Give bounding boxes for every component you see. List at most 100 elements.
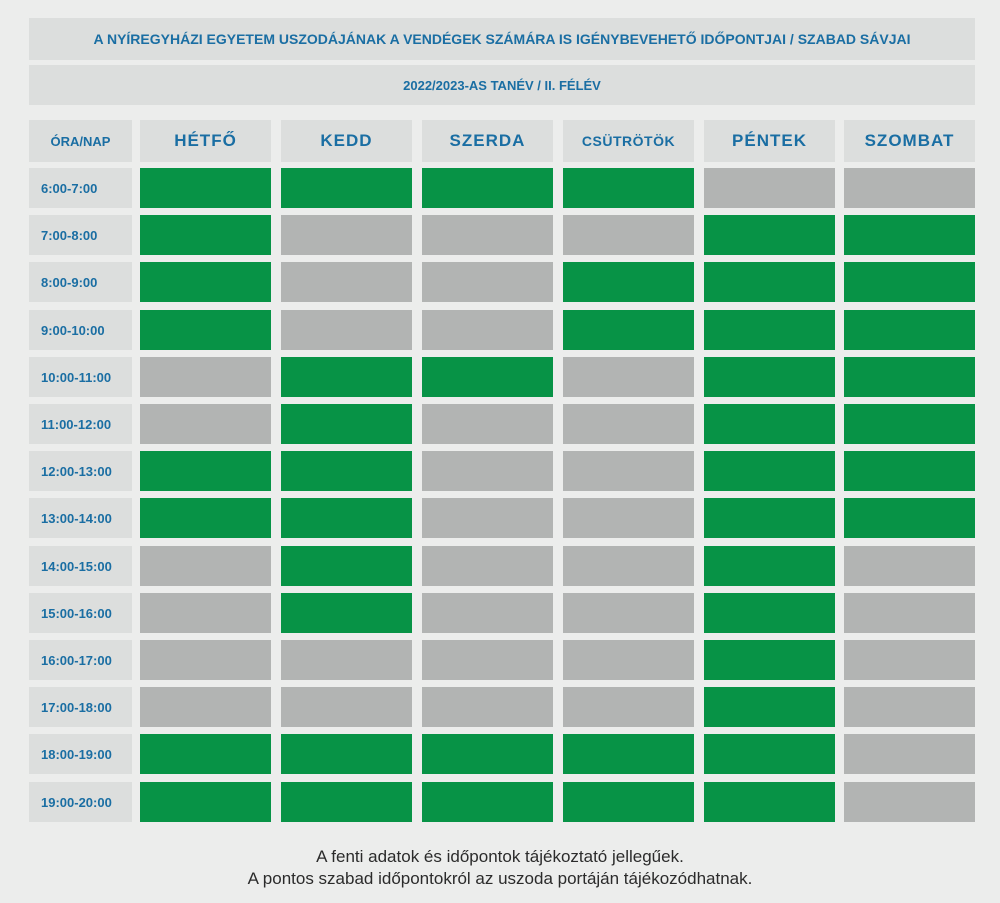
slot-free — [140, 498, 271, 538]
slot-free — [563, 782, 694, 822]
slot-unavailable — [281, 640, 412, 680]
day-header-5: PÉNTEK — [704, 120, 835, 162]
slot-free — [704, 215, 835, 255]
slot-unavailable — [844, 593, 975, 633]
day-header-2: KEDD — [281, 120, 412, 162]
slot-unavailable — [844, 546, 975, 586]
slot-unavailable — [422, 687, 553, 727]
slot-unavailable — [563, 640, 694, 680]
time-slot-label: 15:00-16:00 — [29, 593, 132, 633]
slot-free — [704, 498, 835, 538]
slot-free — [281, 357, 412, 397]
time-slot-label: 7:00-8:00 — [29, 215, 132, 255]
slot-unavailable — [281, 215, 412, 255]
slot-unavailable — [704, 168, 835, 208]
slot-unavailable — [422, 451, 553, 491]
slot-free — [140, 168, 271, 208]
day-header-4: CSÜTRÖTÖK — [563, 120, 694, 162]
slot-free — [422, 782, 553, 822]
slot-unavailable — [281, 687, 412, 727]
time-slot-label: 14:00-15:00 — [29, 546, 132, 586]
slot-unavailable — [563, 593, 694, 633]
slot-unavailable — [422, 262, 553, 302]
slot-free — [563, 168, 694, 208]
slot-unavailable — [422, 498, 553, 538]
time-slot-label: 9:00-10:00 — [29, 310, 132, 350]
slot-free — [140, 782, 271, 822]
slot-free — [704, 593, 835, 633]
slot-free — [704, 404, 835, 444]
slot-unavailable — [422, 215, 553, 255]
time-slot-label: 11:00-12:00 — [29, 404, 132, 444]
slot-free — [844, 498, 975, 538]
slot-free — [704, 782, 835, 822]
slot-free — [844, 404, 975, 444]
slot-free — [281, 782, 412, 822]
slot-free — [704, 451, 835, 491]
time-slot-label: 10:00-11:00 — [29, 357, 132, 397]
slot-unavailable — [140, 640, 271, 680]
corner-header: ÓRA/NAP — [29, 120, 132, 162]
slot-free — [704, 546, 835, 586]
slot-free — [140, 215, 271, 255]
slot-free — [704, 310, 835, 350]
slot-unavailable — [563, 357, 694, 397]
slot-free — [844, 215, 975, 255]
time-slot-label: 12:00-13:00 — [29, 451, 132, 491]
slot-unavailable — [563, 215, 694, 255]
slot-free — [844, 310, 975, 350]
footer-note: A fenti adatok és időpontok tájékoztató … — [0, 846, 1000, 890]
slot-free — [704, 262, 835, 302]
slot-free — [844, 262, 975, 302]
slot-free — [140, 262, 271, 302]
slot-free — [704, 640, 835, 680]
slot-unavailable — [422, 546, 553, 586]
slot-unavailable — [563, 498, 694, 538]
slot-unavailable — [140, 546, 271, 586]
time-slot-label: 16:00-17:00 — [29, 640, 132, 680]
slot-free — [281, 404, 412, 444]
page-subtitle: 2022/2023-AS TANÉV / II. FÉLÉV — [29, 65, 975, 105]
schedule-grid: ÓRA/NAP HÉTFŐ KEDD SZERDA CSÜTRÖTÖK PÉNTEK SZ… — [29, 120, 975, 826]
slot-free — [563, 734, 694, 774]
day-header-3: SZERDA — [422, 120, 553, 162]
slot-unavailable — [563, 546, 694, 586]
slot-unavailable — [563, 687, 694, 727]
slot-unavailable — [844, 640, 975, 680]
slot-free — [422, 168, 553, 208]
footer-line-2: A pontos szabad időpontokról az uszoda p… — [247, 869, 753, 888]
slot-unavailable — [844, 734, 975, 774]
slot-free — [844, 357, 975, 397]
time-slot-label: 8:00-9:00 — [29, 262, 132, 302]
slot-unavailable — [140, 404, 271, 444]
slot-free — [140, 310, 271, 350]
slot-free — [704, 357, 835, 397]
slot-unavailable — [422, 593, 553, 633]
time-slot-label: 19:00-20:00 — [29, 782, 132, 822]
slot-unavailable — [140, 593, 271, 633]
slot-unavailable — [140, 687, 271, 727]
day-header-1: HÉTFŐ — [140, 120, 271, 162]
slot-unavailable — [844, 168, 975, 208]
slot-unavailable — [422, 640, 553, 680]
slot-unavailable — [563, 451, 694, 491]
slot-unavailable — [140, 357, 271, 397]
slot-free — [563, 310, 694, 350]
slot-free — [563, 262, 694, 302]
slot-free — [281, 168, 412, 208]
page-title: A NYÍREGYHÁZI EGYETEM USZODÁJÁNAK A VEND… — [29, 18, 975, 60]
slot-unavailable — [563, 404, 694, 444]
slot-free — [281, 546, 412, 586]
slot-free — [704, 687, 835, 727]
footer-line-1: A fenti adatok és időpontok tájékoztató … — [316, 847, 684, 866]
time-slot-label: 17:00-18:00 — [29, 687, 132, 727]
slot-unavailable — [844, 687, 975, 727]
slot-free — [140, 451, 271, 491]
slot-free — [281, 498, 412, 538]
slot-free — [281, 451, 412, 491]
slot-unavailable — [281, 262, 412, 302]
slot-free — [844, 451, 975, 491]
slot-free — [281, 593, 412, 633]
time-slot-label: 6:00-7:00 — [29, 168, 132, 208]
slot-free — [281, 734, 412, 774]
